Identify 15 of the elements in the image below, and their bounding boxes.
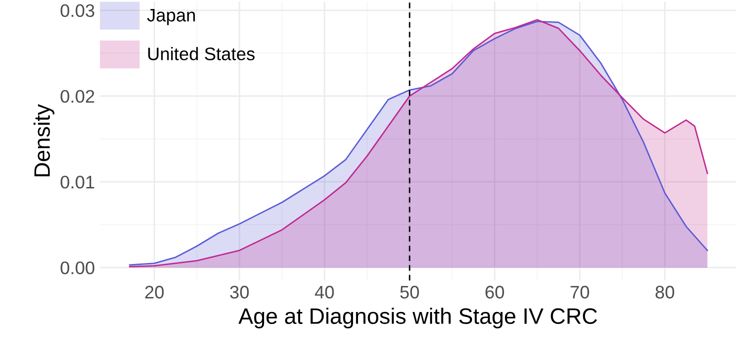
x-tick-label: 70 <box>570 286 590 299</box>
x-axis-title: Age at Diagnosis with Stage IV CRC <box>238 308 597 328</box>
x-tick-label: 80 <box>656 286 674 299</box>
x-tick-label: 40 <box>314 286 334 299</box>
y-axis-title: Density <box>34 104 54 176</box>
y-tick-label: 0.01 <box>60 176 94 189</box>
x-tick-label: 20 <box>145 286 164 299</box>
y-tick-label: 0.02 <box>60 90 94 103</box>
legend-label: United States <box>148 47 255 60</box>
x-tick-label: 30 <box>230 286 249 299</box>
y-tick-label: 0.03 <box>60 4 94 18</box>
legend-label: Japan <box>147 8 195 26</box>
x-tick-label: 60 <box>486 286 504 299</box>
y-tick-label: 0.00 <box>60 262 94 274</box>
x-tick-label: 50 <box>400 286 419 299</box>
